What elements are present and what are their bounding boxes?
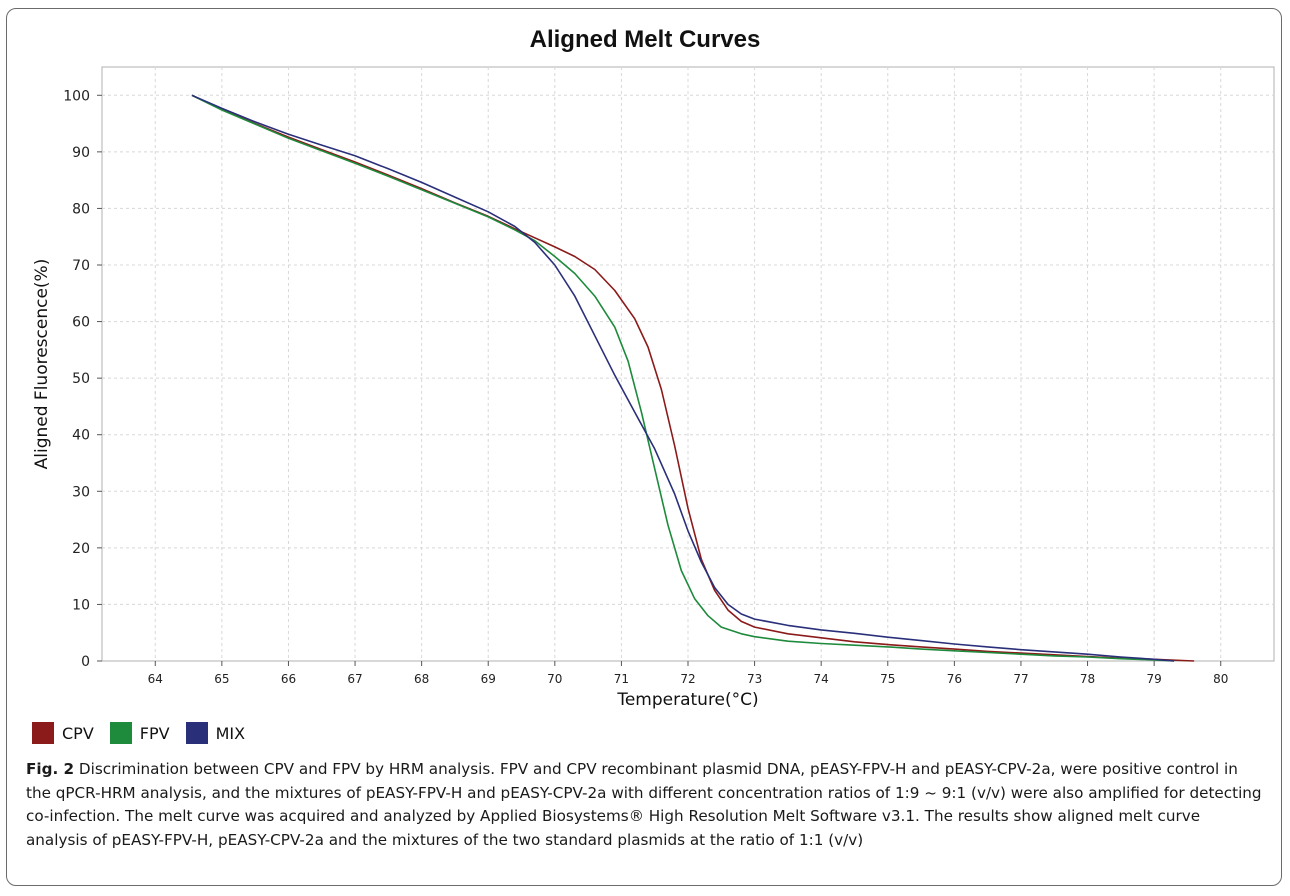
legend-item-mix: MIX xyxy=(185,722,246,744)
x-tick-label: 76 xyxy=(947,672,962,686)
series-line-fpv xyxy=(191,94,1175,662)
y-tick-label: 80 xyxy=(72,201,90,217)
figure-caption: Fig. 2 Discrimination between CPV and FP… xyxy=(26,758,1266,852)
legend-item-fpv: FPV xyxy=(109,722,170,744)
y-tick-label: 50 xyxy=(72,371,90,387)
x-tick-label: 79 xyxy=(1146,672,1161,686)
x-tick-label: 72 xyxy=(680,672,695,686)
y-tick-label: 60 xyxy=(72,315,90,331)
y-tick-label: 20 xyxy=(72,541,90,557)
y-tick-label: 10 xyxy=(72,597,90,613)
y-tick-label: 30 xyxy=(72,484,90,500)
y-tick-label: 40 xyxy=(72,428,90,444)
axis-ticks: 64 65 66 67 68 69 70 71 72 73 74 75 76 77 78 79 80 0 10 20 3… xyxy=(63,88,1228,686)
x-tick-label: 80 xyxy=(1213,672,1228,686)
caption-label: Fig. 2 xyxy=(26,760,75,778)
legend-label-mix: MIX xyxy=(215,723,246,743)
legend-swatch-mix xyxy=(185,722,208,744)
x-tick-label: 69 xyxy=(481,672,496,686)
legend-label-cpv: CPV xyxy=(62,723,94,743)
legend-label-fpv: FPV xyxy=(139,723,170,743)
x-tick-label: 64 xyxy=(148,672,163,686)
grid xyxy=(102,67,1274,661)
x-tick-label: 77 xyxy=(1013,672,1028,686)
x-tick-label: 73 xyxy=(747,672,762,686)
x-tick-label: 66 xyxy=(281,672,296,686)
x-axis-label: Temperature(°C) xyxy=(616,690,758,710)
x-tick-label: 68 xyxy=(414,672,429,686)
x-tick-label: 71 xyxy=(614,672,629,686)
y-tick-label: 90 xyxy=(72,145,90,161)
legend-swatch-fpv xyxy=(109,722,132,744)
melt-curve-chart: Aligned Melt Curves 64 65 66 67 68 69 70 71 72 73… xyxy=(32,26,1275,710)
x-tick-label: 78 xyxy=(1080,672,1095,686)
series-group xyxy=(191,94,1195,662)
chart-title: Aligned Melt Curves xyxy=(530,26,761,53)
series-line-cpv xyxy=(191,94,1195,662)
y-tick-label: 70 xyxy=(72,258,90,274)
chart-legend: CPV FPV MIX xyxy=(32,719,249,747)
caption-text: Discrimination between CPV and FPV by HR… xyxy=(26,760,1262,849)
legend-swatch-cpv xyxy=(32,722,54,744)
x-tick-label: 74 xyxy=(814,672,829,686)
x-tick-label: 65 xyxy=(214,672,229,686)
series-line-mix xyxy=(191,94,1175,662)
x-tick-label: 70 xyxy=(547,672,562,686)
y-tick-label: 0 xyxy=(81,654,90,670)
y-axis-label: Aligned Fluorescence(%) xyxy=(32,259,52,470)
legend-item-cpv: CPV xyxy=(32,722,94,744)
y-tick-label: 100 xyxy=(63,88,90,104)
x-tick-label: 67 xyxy=(347,672,362,686)
x-tick-label: 75 xyxy=(880,672,895,686)
